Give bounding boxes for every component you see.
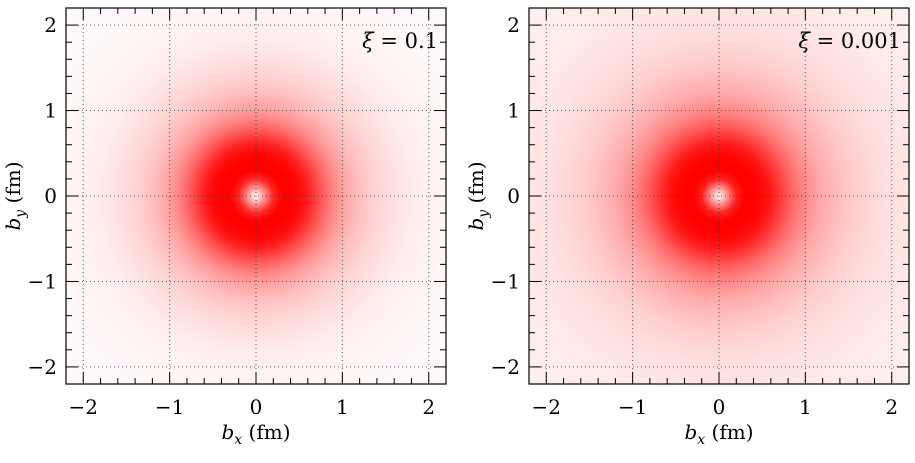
y-axis-unit: (fm)	[464, 161, 488, 209]
y-axis-sub: y	[13, 209, 29, 219]
xi-annotation: ξ = 0.1	[362, 29, 438, 53]
x-tick-label: 1	[799, 395, 812, 419]
xi-value: 0.1	[405, 29, 438, 53]
xi-equals: =	[810, 29, 841, 53]
x-axis-var: b	[684, 420, 697, 444]
xi-symbol: ξ	[362, 29, 375, 53]
xi-value: 0.001	[841, 29, 901, 53]
y-tick-label: 0	[44, 184, 57, 208]
x-tick-label: 1	[336, 395, 349, 419]
x-tick-label: 0	[713, 395, 726, 419]
x-axis-unit: (fm)	[705, 420, 753, 444]
y-tick-label: 0	[507, 184, 520, 208]
x-axis-unit: (fm)	[242, 420, 290, 444]
y-tick-label: 2	[507, 13, 520, 37]
x-tick-label: −1	[155, 395, 184, 419]
y-axis-var: b	[464, 218, 488, 231]
x-tick-label: −2	[532, 395, 561, 419]
x-axis-sub: x	[234, 432, 242, 448]
y-tick-label: −2	[28, 355, 57, 379]
x-axis-sub: x	[697, 432, 705, 448]
x-tick-label: −1	[618, 395, 647, 419]
y-tick-label: −1	[28, 269, 57, 293]
y-tick-label: −2	[491, 355, 520, 379]
x-axis-title: bx (fm)	[221, 420, 290, 448]
y-axis-unit: (fm)	[1, 161, 25, 209]
x-tick-label: 2	[885, 395, 898, 419]
x-tick-label: 0	[250, 395, 263, 419]
y-tick-label: −1	[491, 269, 520, 293]
y-tick-label: 1	[44, 99, 57, 123]
xi-annotation: ξ = 0.001	[798, 29, 901, 53]
y-axis-sub: y	[476, 209, 492, 219]
x-tick-label: −2	[69, 395, 98, 419]
x-axis-var: b	[221, 420, 234, 444]
y-axis-title: by (fm)	[1, 161, 29, 230]
x-axis-title: bx (fm)	[684, 420, 753, 448]
y-tick-label: 1	[507, 99, 520, 123]
xi-symbol: ξ	[798, 29, 811, 53]
y-axis-title: by (fm)	[464, 161, 492, 230]
y-tick-label: 2	[44, 13, 57, 37]
x-tick-label: 2	[422, 395, 435, 419]
xi-equals: =	[374, 29, 405, 53]
y-axis-var: b	[1, 218, 25, 231]
